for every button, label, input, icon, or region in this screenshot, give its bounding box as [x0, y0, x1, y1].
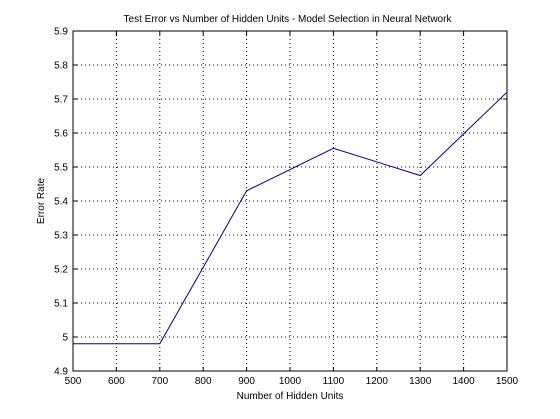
y-tick-label: 5.7 — [54, 95, 68, 106]
chart-title: Test Error vs Number of Hidden Units - M… — [124, 14, 453, 25]
y-tick-label: 5 — [62, 333, 68, 344]
y-tick-label: 4.9 — [54, 367, 68, 378]
y-tick-label: 5.9 — [54, 27, 68, 38]
x-tick-label: 1000 — [279, 376, 302, 387]
x-axis-label: Number of Hidden Units — [237, 391, 344, 402]
series-line — [73, 91, 508, 345]
y-tick-label: 5.5 — [54, 163, 68, 174]
series-layer — [73, 91, 508, 345]
x-tick-label: 1200 — [366, 376, 389, 387]
y-axis-label: Error Rate — [36, 178, 47, 225]
axis-ticks: 500 600 700 800 900 1000 1100 1200 1300 1400 1500 4… — [54, 27, 518, 388]
x-tick-label: 700 — [151, 376, 168, 387]
y-tick-label: 5.4 — [54, 197, 68, 208]
x-tick-label: 1500 — [496, 376, 519, 387]
y-tick-label: 5.2 — [54, 265, 68, 276]
grid-lines — [73, 31, 507, 371]
y-tick-label: 5.3 — [54, 231, 68, 242]
x-tick-label: 600 — [108, 376, 125, 387]
y-tick-label: 5.6 — [54, 129, 68, 140]
x-tick-label: 1300 — [409, 376, 432, 387]
y-tick-label: 5.1 — [54, 299, 68, 310]
x-tick-label: 1400 — [452, 376, 475, 387]
y-tick-label: 5.8 — [54, 61, 68, 72]
x-tick-label: 1100 — [323, 376, 345, 387]
x-tick-label: 500 — [65, 376, 82, 387]
x-tick-label: 800 — [195, 376, 212, 387]
x-tick-label: 900 — [238, 376, 255, 387]
